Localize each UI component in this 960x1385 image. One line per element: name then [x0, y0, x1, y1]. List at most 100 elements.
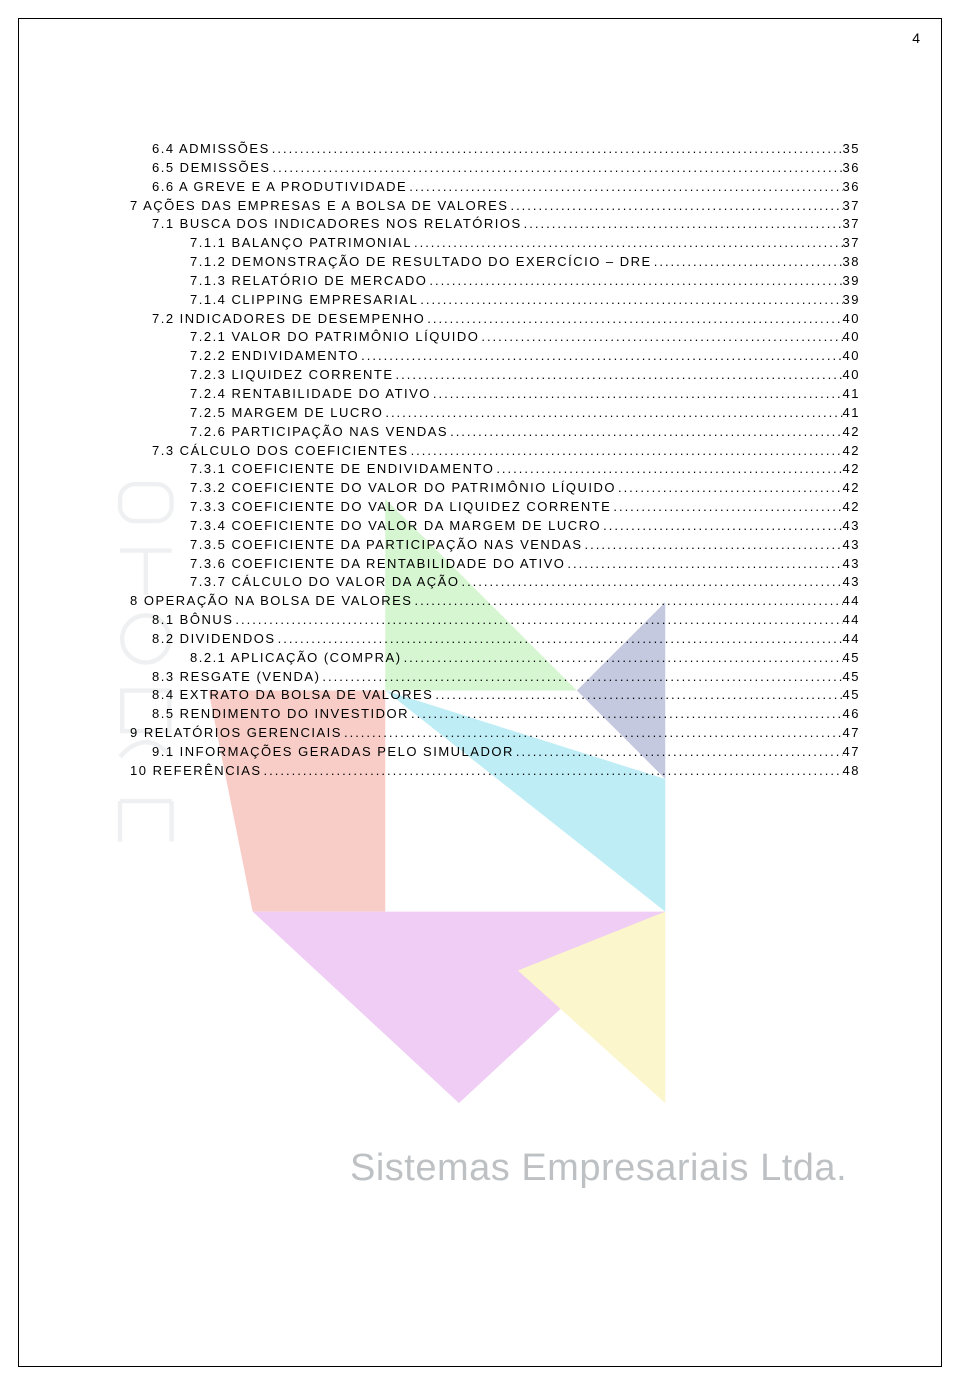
- toc-entry: 7.1.2 DEMONSTRAÇÃO DE RESULTADO DO EXERC…: [130, 253, 860, 272]
- toc-label: 7.3.2 COEFICIENTE DO VALOR DO PATRIMÔNIO…: [190, 479, 616, 498]
- toc-leader-dots: ........................................…: [233, 611, 842, 630]
- toc-page: 40: [843, 310, 860, 329]
- toc-entry: 7.1 BUSCA DOS INDICADORES NOS RELATÓRIOS…: [130, 215, 860, 234]
- toc-entry: 7.2.1 VALOR DO PATRIMÔNIO LÍQUIDO.......…: [130, 328, 860, 347]
- toc-label: 7.3.3 COEFICIENTE DO VALOR DA LIQUIDEZ C…: [190, 498, 611, 517]
- toc-leader-dots: ........................................…: [427, 272, 842, 291]
- toc-label: 7.2.6 PARTICIPAÇÃO NAS VENDAS: [190, 423, 448, 442]
- toc-leader-dots: ........................................…: [407, 178, 842, 197]
- toc-entry: 9.1 INFORMAÇÕES GERADAS PELO SIMULADOR..…: [130, 743, 860, 762]
- table-of-contents: 6.4 ADMISSÕES...........................…: [130, 140, 860, 781]
- toc-page: 38: [843, 253, 860, 272]
- toc-label: 7.1.1 BALANÇO PATRIMONIAL: [190, 234, 412, 253]
- toc-page: 45: [843, 668, 860, 687]
- toc-entry: 7.3.6 COEFICIENTE DA RENTABILIDADE DO AT…: [130, 555, 860, 574]
- toc-leader-dots: ........................................…: [262, 762, 843, 781]
- toc-leader-dots: ........................................…: [409, 442, 843, 461]
- toc-entry: 8.5 RENDIMENTO DO INVESTIDOR............…: [130, 705, 860, 724]
- toc-page: 42: [843, 442, 860, 461]
- toc-leader-dots: ........................................…: [409, 705, 843, 724]
- toc-label: 7.2 INDICADORES DE DESEMPENHO: [152, 310, 425, 329]
- toc-page: 44: [843, 630, 860, 649]
- toc-label: 7.2.4 RENTABILIDADE DO ATIVO: [190, 385, 431, 404]
- toc-leader-dots: ........................................…: [611, 498, 842, 517]
- toc-page: 43: [843, 573, 860, 592]
- toc-page: 37: [843, 215, 860, 234]
- toc-leader-dots: ........................................…: [394, 366, 843, 385]
- toc-leader-dots: ........................................…: [412, 592, 842, 611]
- toc-label: 7.1.4 CLIPPING EMPRESARIAL: [190, 291, 418, 310]
- toc-leader-dots: ........................................…: [412, 234, 843, 253]
- toc-entry: 7.1.3 RELATÓRIO DE MERCADO..............…: [130, 272, 860, 291]
- toc-label: 7 AÇÕES DAS EMPRESAS E A BOLSA DE VALORE…: [130, 197, 508, 216]
- toc-entry: 7.2.6 PARTICIPAÇÃO NAS VENDAS...........…: [130, 423, 860, 442]
- toc-leader-dots: ........................................…: [448, 423, 842, 442]
- toc-leader-dots: ........................................…: [479, 328, 842, 347]
- toc-leader-dots: ........................................…: [270, 140, 843, 159]
- toc-leader-dots: ........................................…: [616, 479, 843, 498]
- toc-label: 8.5 RENDIMENTO DO INVESTIDOR: [152, 705, 409, 724]
- toc-entry: 7.3.1 COEFICIENTE DE ENDIVIDAMENTO......…: [130, 460, 860, 479]
- toc-page: 37: [843, 234, 860, 253]
- toc-entry: 8.1 BÔNUS...............................…: [130, 611, 860, 630]
- toc-label: 9 RELATÓRIOS GERENCIAIS: [130, 724, 342, 743]
- toc-page: 39: [843, 272, 860, 291]
- toc-entry: 6.5 DEMISSÕES...........................…: [130, 159, 860, 178]
- toc-page: 40: [843, 328, 860, 347]
- toc-leader-dots: ........................................…: [342, 724, 843, 743]
- toc-page: 42: [843, 460, 860, 479]
- toc-entry: 8.2 DIVIDENDOS..........................…: [130, 630, 860, 649]
- toc-page: 47: [843, 743, 860, 762]
- toc-entry: 7.3.3 COEFICIENTE DO VALOR DA LIQUIDEZ C…: [130, 498, 860, 517]
- toc-leader-dots: ........................................…: [276, 630, 843, 649]
- toc-leader-dots: ........................................…: [652, 253, 843, 272]
- toc-entry: 8.3 RESGATE (VENDA).....................…: [130, 668, 860, 687]
- toc-label: 10 REFERÊNCIAS: [130, 762, 262, 781]
- toc-entry: 7.2 INDICADORES DE DESEMPENHO...........…: [130, 310, 860, 329]
- toc-leader-dots: ........................................…: [459, 573, 842, 592]
- toc-label: 7.1.2 DEMONSTRAÇÃO DE RESULTADO DO EXERC…: [190, 253, 652, 272]
- toc-entry: 7.3 CÁLCULO DOS COEFICIENTES............…: [130, 442, 860, 461]
- toc-page: 42: [843, 498, 860, 517]
- toc-leader-dots: ........................................…: [494, 460, 842, 479]
- toc-label: 7.2.2 ENDIVIDAMENTO: [190, 347, 359, 366]
- toc-leader-dots: ........................................…: [601, 517, 842, 536]
- toc-page: 45: [843, 649, 860, 668]
- toc-page: 40: [843, 366, 860, 385]
- toc-entry: 10 REFERÊNCIAS..........................…: [130, 762, 860, 781]
- toc-leader-dots: ........................................…: [383, 404, 842, 423]
- toc-page: 35: [843, 140, 860, 159]
- toc-leader-dots: ........................................…: [433, 686, 842, 705]
- toc-label: 8.2 DIVIDENDOS: [152, 630, 276, 649]
- toc-page: 44: [843, 611, 860, 630]
- toc-label: 7.3.1 COEFICIENTE DE ENDIVIDAMENTO: [190, 460, 494, 479]
- toc-page: 41: [843, 404, 860, 423]
- toc-entry: 7.3.7 CÁLCULO DO VALOR DA AÇÃO..........…: [130, 573, 860, 592]
- toc-label: 8.2.1 APLICAÇÃO (COMPRA): [190, 649, 402, 668]
- toc-label: 8 OPERAÇÃO NA BOLSA DE VALORES: [130, 592, 412, 611]
- toc-leader-dots: ........................................…: [514, 743, 843, 762]
- toc-leader-dots: ........................................…: [425, 310, 842, 329]
- toc-entry: 7.2.4 RENTABILIDADE DO ATIVO............…: [130, 385, 860, 404]
- toc-page: 43: [843, 536, 860, 555]
- toc-label: 7.3.7 CÁLCULO DO VALOR DA AÇÃO: [190, 573, 459, 592]
- toc-entry: 6.4 ADMISSÕES...........................…: [130, 140, 860, 159]
- toc-leader-dots: ........................................…: [565, 555, 842, 574]
- toc-page: 42: [843, 423, 860, 442]
- toc-label: 7.3.6 COEFICIENTE DA RENTABILIDADE DO AT…: [190, 555, 565, 574]
- toc-page: 40: [843, 347, 860, 366]
- toc-label: 8.1 BÔNUS: [152, 611, 233, 630]
- toc-page: 36: [843, 178, 860, 197]
- toc-entry: 7.2.2 ENDIVIDAMENTO.....................…: [130, 347, 860, 366]
- page-number: 4: [912, 30, 920, 46]
- toc-leader-dots: ........................................…: [431, 385, 843, 404]
- toc-page: 46: [843, 705, 860, 724]
- toc-entry: 7.3.4 COEFICIENTE DO VALOR DA MARGEM DE …: [130, 517, 860, 536]
- toc-page: 43: [843, 555, 860, 574]
- toc-page: 41: [843, 385, 860, 404]
- toc-leader-dots: ........................................…: [508, 197, 842, 216]
- toc-label: 7.1 BUSCA DOS INDICADORES NOS RELATÓRIOS: [152, 215, 522, 234]
- toc-entry: 7.2.5 MARGEM DE LUCRO...................…: [130, 404, 860, 423]
- toc-label: 7.2.1 VALOR DO PATRIMÔNIO LÍQUIDO: [190, 328, 479, 347]
- toc-page: 36: [843, 159, 860, 178]
